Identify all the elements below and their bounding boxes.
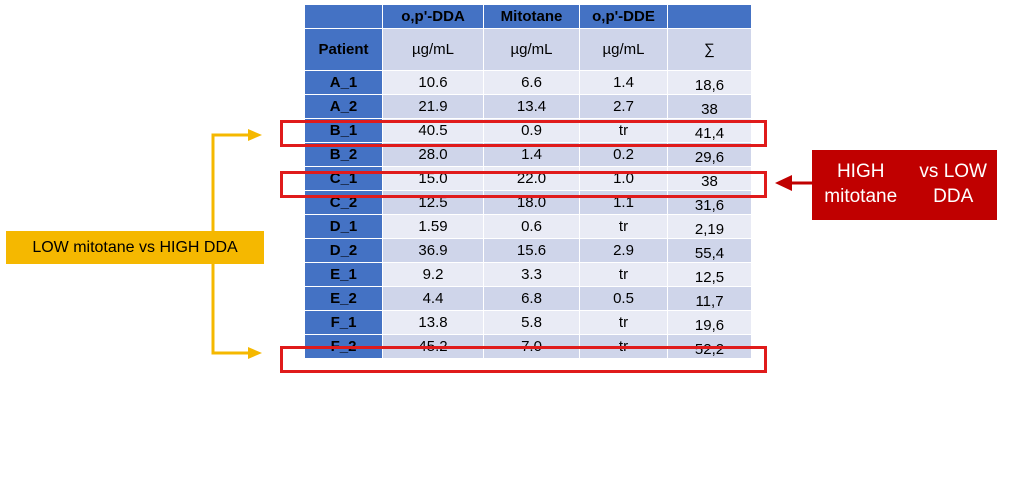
- highlight-box-c1: [280, 171, 767, 198]
- high-label-line1: HIGH mitotane: [824, 161, 898, 207]
- table-row: E_2 4.4 6.8 0.5 11,7: [304, 286, 752, 311]
- table-units-row: Patient µg/mL µg/mL µg/mL ∑: [304, 28, 752, 71]
- sum-value: 31,6: [694, 197, 725, 214]
- table-row: C_1 15.0 22.0 1.0 38: [304, 166, 752, 191]
- table-row: A_2 21.9 13.4 2.7 38: [304, 94, 752, 119]
- sum-value: 11,7: [695, 293, 724, 310]
- sum-value: 19,6: [694, 317, 725, 334]
- sum-value: 55,4: [694, 245, 725, 262]
- sum-value: 41,4: [694, 125, 725, 142]
- header-mitotane: Mitotane: [483, 4, 580, 29]
- value-cell: 9.2: [382, 262, 484, 287]
- value-cell: 2.7: [579, 94, 668, 119]
- patient-id-cell: E_1: [304, 262, 383, 287]
- value-cell: 2.9: [579, 238, 668, 263]
- value-cell: tr: [579, 214, 668, 239]
- sum-value: 52,2: [694, 341, 725, 358]
- sum-cell: 2,19: [667, 214, 752, 239]
- table-row: A_1 10.6 6.6 1.4 18,6: [304, 70, 752, 95]
- value-cell: 6.6: [483, 70, 580, 95]
- patient-id-cell: D_1: [304, 214, 383, 239]
- header-cell: [304, 4, 383, 29]
- red-arrow: [775, 175, 812, 191]
- patient-id-cell: A_2: [304, 94, 383, 119]
- value-cell: 36.9: [382, 238, 484, 263]
- low-mitotane-label: LOW mitotane vs HIGH DDA: [6, 231, 264, 264]
- sum-cell: 55,4: [667, 238, 752, 263]
- sum-cell: 18,6: [667, 70, 752, 95]
- unit-cell: µg/mL: [382, 28, 484, 71]
- value-cell: 22.0: [483, 166, 580, 191]
- sum-cell: 38: [667, 94, 752, 119]
- sum-value: 29,6: [694, 149, 725, 166]
- concentration-table: o,p'-DDA Mitotane o,p'-DDE Patient µg/mL…: [304, 4, 752, 359]
- table-row: E_1 9.2 3.3 tr 12,5: [304, 262, 752, 287]
- sum-value: 12,5: [694, 269, 725, 286]
- value-cell: 21.9: [382, 94, 484, 119]
- patient-id-cell: E_2: [304, 286, 383, 311]
- value-cell: 3.3: [483, 262, 580, 287]
- value-cell: 1.4: [579, 70, 668, 95]
- sum-symbol: ∑: [667, 28, 752, 71]
- value-cell: 12.5: [382, 190, 484, 215]
- highlight-box-f2: [280, 346, 767, 373]
- high-mitotane-label: HIGH mitotane vs LOW DDA: [812, 150, 997, 220]
- patient-id-cell: A_1: [304, 70, 383, 95]
- sum-cell: 31,6: [667, 190, 752, 215]
- sum-value: 38: [701, 173, 718, 190]
- patient-id-cell: C_1: [304, 166, 383, 191]
- value-cell: 10.6: [382, 70, 484, 95]
- header-patient: Patient: [304, 28, 383, 71]
- value-cell: 15.6: [483, 238, 580, 263]
- value-cell: tr: [579, 310, 668, 335]
- sum-cell: 11,7: [667, 286, 752, 311]
- sum-cell: 38: [667, 166, 752, 191]
- sum-value: 38: [701, 101, 718, 118]
- table-row: D_1 1.59 0.6 tr 2,19: [304, 214, 752, 239]
- sum-value: 18,6: [694, 77, 725, 94]
- value-cell: 6.8: [483, 286, 580, 311]
- header-cell: [667, 4, 752, 29]
- highlight-box-b1: [280, 120, 767, 147]
- high-label-line2: vs LOW DDA: [919, 161, 987, 207]
- table-row: C_2 12.5 18.0 1.1 31,6: [304, 190, 752, 215]
- value-cell: tr: [579, 262, 668, 287]
- yellow-bracket-arrow: [211, 129, 262, 359]
- value-cell: 1.1: [579, 190, 668, 215]
- patient-id-cell: D_2: [304, 238, 383, 263]
- table-row: D_2 36.9 15.6 2.9 55,4: [304, 238, 752, 263]
- value-cell: 0.5: [579, 286, 668, 311]
- value-cell: 1.0: [579, 166, 668, 191]
- sum-value: 2,19: [694, 221, 725, 238]
- sum-cell: 12,5: [667, 262, 752, 287]
- unit-cell: µg/mL: [483, 28, 580, 71]
- value-cell: 13.4: [483, 94, 580, 119]
